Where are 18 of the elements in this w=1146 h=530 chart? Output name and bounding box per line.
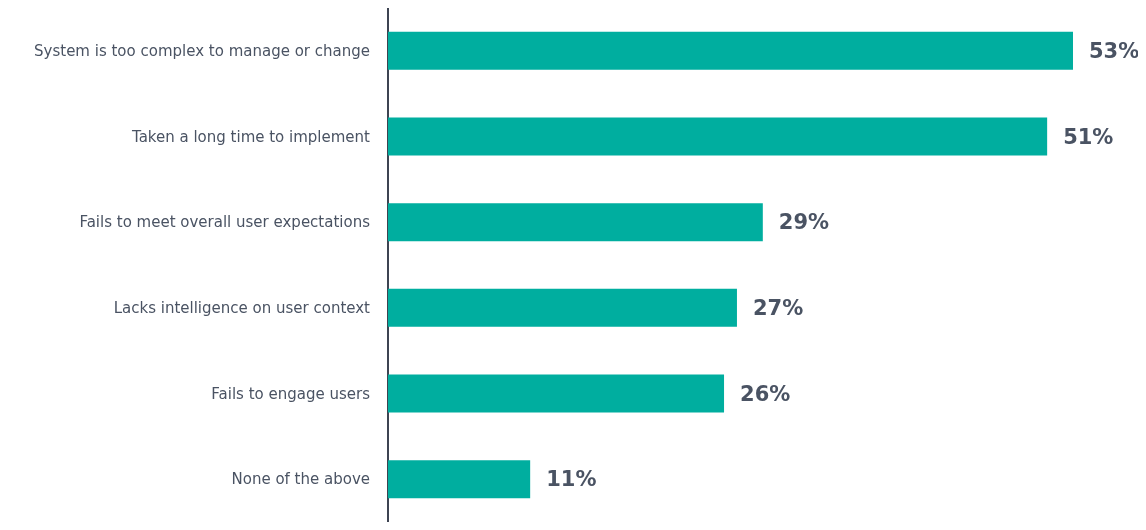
y-tick-label: Taken a long time to implement [130, 127, 371, 146]
bar [388, 288, 737, 327]
bar [388, 374, 725, 413]
y-tick-label: Fails to meet overall user expectations [79, 213, 371, 232]
data-label: 27% [752, 295, 804, 320]
data-label: 51% [1063, 124, 1114, 149]
y-tick-label: Lacks intelligence on user context [113, 298, 371, 317]
y-tick-label: Fails to engage users [211, 384, 371, 403]
y-tick-label: System is too complex to manage or change [34, 41, 370, 60]
y-tick-label: None of the above [231, 470, 370, 489]
data-label: 26% [740, 381, 791, 406]
data-label: 29% [778, 210, 830, 235]
bar [388, 460, 531, 499]
data-label: 53% [1089, 38, 1140, 63]
data-label: 11% [546, 467, 597, 492]
bar [388, 203, 763, 242]
bar [388, 117, 1048, 156]
bar [388, 31, 1073, 70]
